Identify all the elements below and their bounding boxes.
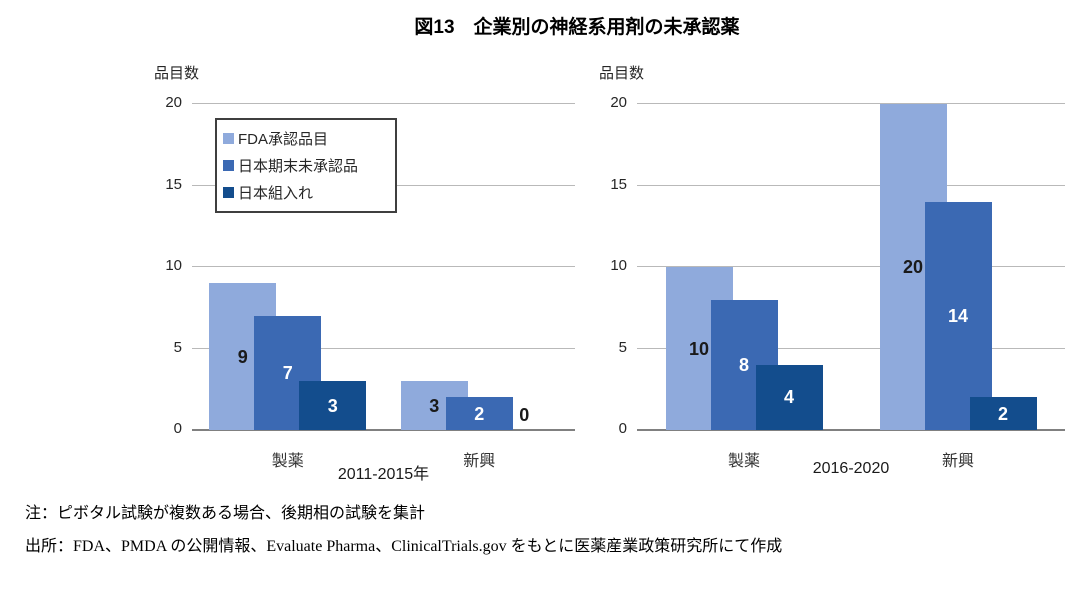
- source-note: 出所：FDA、PMDA の公開情報、Evaluate Pharma、Clinic…: [25, 538, 783, 555]
- bar-value-label: 10: [688, 338, 710, 359]
- bar-value-label: 4: [783, 387, 794, 408]
- y-tick-label: 0: [173, 420, 182, 437]
- y-tick-label: 0: [618, 420, 627, 437]
- x-category-label: 新興: [941, 453, 974, 470]
- y-axis-unit-label: 品目数: [599, 65, 645, 82]
- legend-swatch-icon: [223, 160, 234, 171]
- x-category-label: 新興: [463, 453, 496, 470]
- period-label: 2011-2015年: [337, 466, 430, 483]
- gridline: [637, 266, 1065, 267]
- bar: [299, 381, 367, 430]
- gridline: [637, 347, 1065, 349]
- x-axis-line: [192, 429, 575, 431]
- y-tick-label: 15: [165, 175, 182, 193]
- legend: FDA承認品目 日本期末未承認品 日本組入れ: [215, 118, 397, 213]
- legend-item-label: 日本期末未承認品: [238, 158, 359, 175]
- chart-2011-2015: 品目数 0 5 10 15 20 製薬 9 7 3 新興 3 2 0 2011-2015年: [154, 0, 575, 589]
- legend-item-label: 日本組入れ: [238, 185, 314, 202]
- x-category-label: 製薬: [271, 453, 304, 470]
- y-tick-label: 5: [173, 338, 182, 356]
- bar-value-label: 2: [474, 403, 485, 424]
- gridline: [192, 266, 575, 267]
- y-tick-label: 10: [165, 257, 182, 274]
- legend-item-japan-included: 日本組入れ: [223, 179, 389, 206]
- x-category-label: 製薬: [727, 453, 760, 470]
- bar-value-label: 14: [947, 305, 969, 326]
- plot-area: 0 5 10 15 20 製薬 10 8 4 新興 20 14 2: [610, 94, 1065, 470]
- bar: [755, 364, 823, 430]
- y-axis-unit-label: 品目数: [154, 65, 200, 82]
- y-tick-label: 10: [610, 257, 627, 274]
- y-tick-label: 5: [618, 338, 627, 356]
- gridline: [192, 347, 575, 349]
- bar-value-label: 0: [519, 405, 530, 425]
- legend-item-fda-approved: FDA承認品目: [223, 125, 389, 152]
- y-tick-label: 15: [610, 175, 627, 193]
- legend-swatch-icon: [223, 133, 234, 144]
- footnote: 注：ピボタル試験が複数ある場合、後期相の試験を集計: [25, 505, 426, 522]
- bar: [924, 201, 992, 430]
- legend-item-label: FDA承認品目: [238, 131, 329, 148]
- bar-value-label: 3: [327, 395, 338, 416]
- gridline: [637, 103, 1065, 104]
- gridline: [637, 184, 1065, 186]
- y-tick-label: 20: [610, 94, 627, 111]
- bar: [969, 397, 1037, 430]
- x-axis-line: [637, 429, 1065, 431]
- bar-value-label: 9: [237, 346, 248, 367]
- chart-title: 図13 企業別の神経系用剤の未承認薬: [414, 17, 740, 38]
- legend-item-japan-unapproved: 日本期末未承認品: [223, 152, 389, 179]
- plot-area: 0 5 10 15 20 製薬 9 7 3 新興 3 2 0: [165, 94, 575, 470]
- y-tick-label: 20: [165, 94, 182, 111]
- bar-value-label: 8: [738, 354, 749, 375]
- bar: [445, 397, 513, 430]
- gridline: [192, 103, 575, 104]
- bar-value-label: 7: [282, 362, 293, 383]
- legend-swatch-icon: [223, 187, 234, 198]
- bar-value-label: 2: [997, 403, 1008, 424]
- period-label: 2016-2020: [812, 460, 890, 477]
- bar-value-label: 3: [429, 395, 440, 416]
- bar-value-label: 20: [902, 257, 924, 277]
- chart-2016-2020: 品目数 0 5 10 15 20 製薬 10 8 4 新興 20 14 2 2016-2020: [599, 0, 1065, 589]
